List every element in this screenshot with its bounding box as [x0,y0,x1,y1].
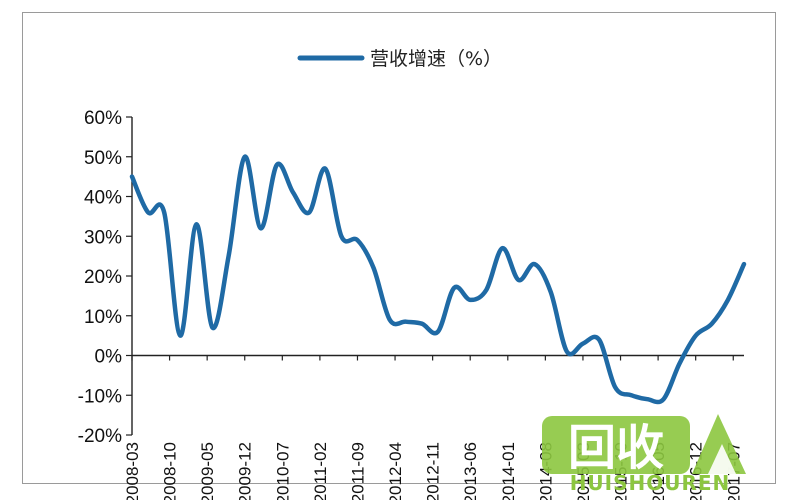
legend: 营收增速（%） [297,48,502,70]
legend-label: 营收增速（%） [370,48,502,70]
y-tick-label: 10% [84,307,122,328]
x-tick-label: 2012-11 [424,442,443,500]
x-tick-label: 2012-04 [386,442,405,500]
y-tick-label: 0% [95,347,123,368]
watermark-badge [542,416,690,474]
x-tick-label: 2014-01 [499,442,518,500]
watermark-en-text: HUISHOUREN [570,471,731,494]
y-tick-label: -20% [78,426,122,447]
y-tick-label: 50% [84,148,122,169]
watermark-logo: 回收 HUISHOUREN [542,414,746,494]
series-line [129,154,747,405]
x-tick-label: 2013-06 [461,442,480,500]
x-tick-label: 2011-09 [348,442,367,500]
watermark-leaf-icon [692,414,746,474]
y-tick-label: 60% [84,108,122,129]
x-tick-label: 2009-12 [236,442,255,500]
y-tick-label: -10% [78,386,122,407]
y-axis-ticks: 60% 50% 40% 30% 20% 10% 0% -10% -20% [78,108,132,447]
chart-frame [22,12,776,484]
series-group [129,154,747,405]
x-tick-label: 2010-07 [273,442,292,500]
y-tick-label: 30% [84,227,122,248]
x-tick-label: 2008-10 [161,442,180,500]
y-tick-label: 40% [84,188,122,209]
watermark-cn-text: 回收 [568,420,664,476]
x-tick-label: 2011-02 [311,442,330,500]
x-tick-label: 2009-05 [198,442,217,500]
x-tick-label: 2008-03 [123,442,142,500]
y-tick-label: 20% [84,267,122,288]
